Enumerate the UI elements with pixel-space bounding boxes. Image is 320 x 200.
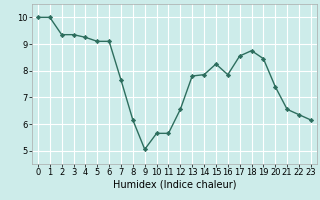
X-axis label: Humidex (Indice chaleur): Humidex (Indice chaleur) bbox=[113, 180, 236, 190]
